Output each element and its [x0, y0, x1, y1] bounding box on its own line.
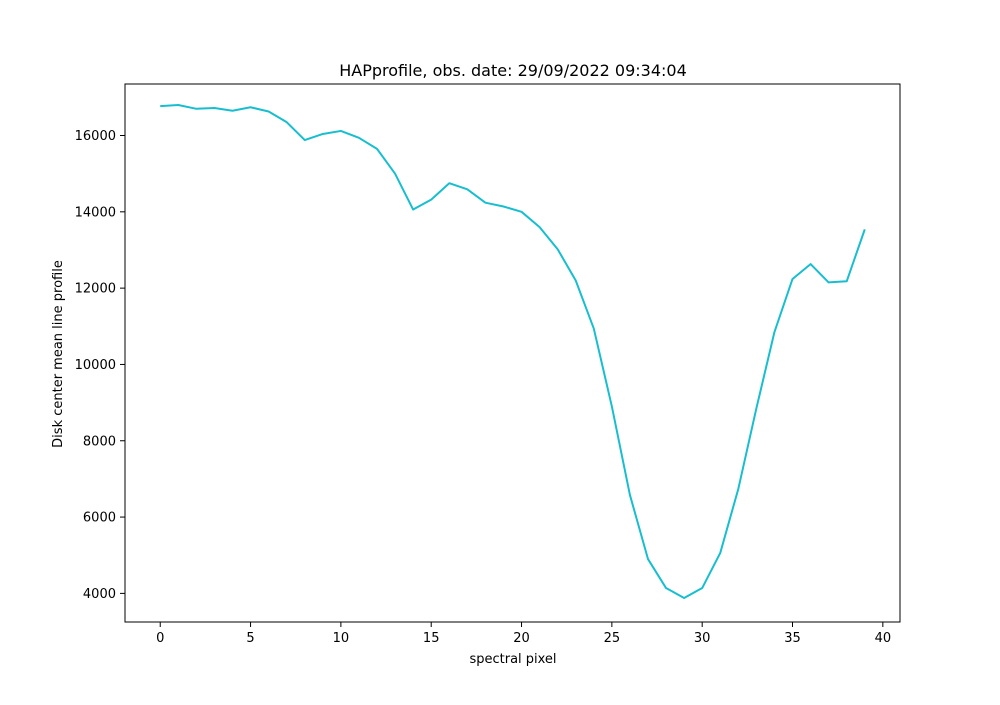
x-tick-label-3: 15	[423, 631, 440, 646]
y-tick-label-5: 14000	[75, 205, 116, 220]
x-tick-label-4: 20	[513, 631, 530, 646]
plot-area: 0 5 10 15 20 25 30 35 40 4000 6000 8000 10000 12000 14…	[75, 83, 901, 646]
x-tick-label-5: 25	[604, 631, 621, 646]
x-tick-label-2: 10	[333, 631, 350, 646]
y-tick-label-0: 4000	[83, 587, 116, 602]
x-tick-label-0: 0	[156, 631, 164, 646]
y-tick-label-6: 16000	[75, 129, 116, 144]
y-tick-label-1: 6000	[83, 511, 116, 526]
x-tick-label-7: 35	[784, 631, 801, 646]
chart-title: HAPprofile, obs. date: 29/09/2022 09:34:…	[339, 61, 687, 80]
x-tick-label-1: 5	[246, 631, 254, 646]
y-tick-label-4: 12000	[75, 282, 116, 297]
y-tick-label-2: 8000	[83, 434, 116, 449]
y-axis-label: Disk center mean line profile	[51, 260, 66, 448]
y-tick-label-3: 10000	[75, 358, 116, 373]
x-tick-label-8: 40	[875, 631, 892, 646]
series-line-0	[160, 103, 866, 599]
x-tick-label-6: 30	[694, 631, 711, 646]
axes-frame	[124, 83, 901, 623]
x-axis-label: spectral pixel	[469, 652, 556, 667]
